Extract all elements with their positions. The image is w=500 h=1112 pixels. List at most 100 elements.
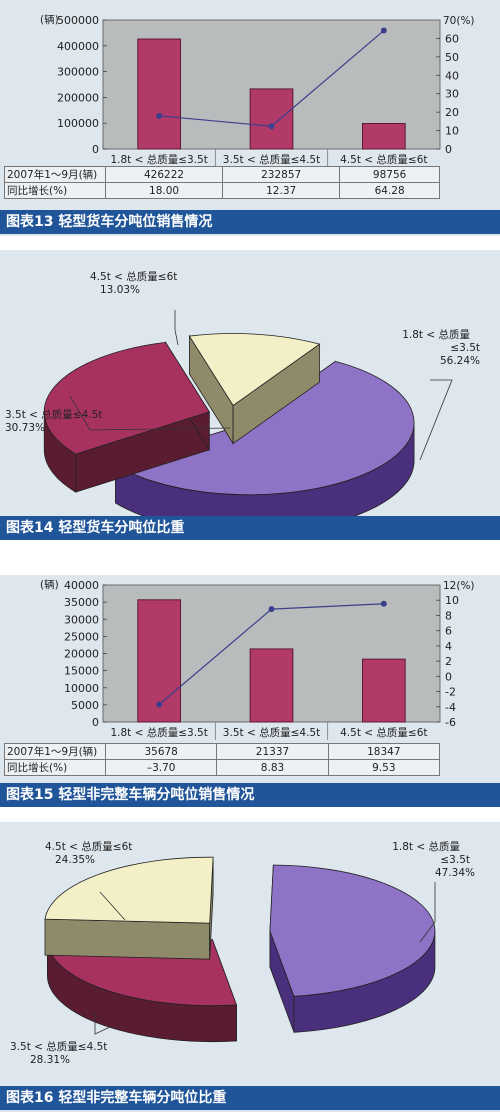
pie-label-percent: 30.73% bbox=[5, 422, 45, 434]
chart13-table: 2007年1～9月(辆) 426222 232857 98756 同比增长(%)… bbox=[4, 166, 440, 199]
table-row: 2007年1～9月(辆) 426222 232857 98756 bbox=[4, 166, 440, 183]
table-cell: 426222 bbox=[104, 166, 224, 183]
y-right-tick-label: 0 bbox=[445, 670, 452, 683]
x-tick-label: 3.5t < 总质量≤4.5t bbox=[223, 153, 320, 166]
table-cell: 9.53 bbox=[327, 759, 441, 776]
pie-label-name: 1.8t < 总质量 bbox=[392, 840, 460, 853]
pie-label-percent: 47.34% bbox=[435, 867, 475, 879]
table-row: 2007年1～9月(辆) 35678 21337 18347 bbox=[4, 743, 441, 760]
y-tick-label: 500000 bbox=[57, 14, 99, 27]
growth-point bbox=[380, 600, 387, 607]
pie-leader-line bbox=[174, 310, 179, 346]
y-right-tick-label: 8 bbox=[445, 609, 452, 622]
pie-label-percent: 24.35% bbox=[55, 854, 95, 866]
x-tick-label: 4.5t < 总质量≤6t bbox=[340, 153, 427, 166]
chart16-caption: 图表16 轻型非完整车辆分吨位比重 bbox=[0, 1086, 500, 1110]
growth-point bbox=[268, 123, 275, 130]
y-right-tick-label: 60 bbox=[445, 32, 459, 45]
y-right-tick-label: 4 bbox=[445, 640, 452, 653]
y-right-tick-label: 10 bbox=[445, 594, 459, 607]
table-row: 同比增长(%) 18.00 12.37 64.28 bbox=[4, 182, 440, 199]
bar bbox=[137, 38, 182, 150]
y-right-tick-label: 6 bbox=[445, 625, 452, 638]
y-right-tick-label: 30 bbox=[445, 88, 459, 101]
pie-leader-line bbox=[94, 1012, 111, 1035]
y-tick-label: 10000 bbox=[64, 682, 99, 695]
y-tick-label: 30000 bbox=[64, 613, 99, 626]
pie-slice bbox=[188, 333, 321, 445]
table-cell: 8.83 bbox=[216, 759, 329, 776]
growth-point bbox=[156, 112, 163, 119]
table-cell: 18347 bbox=[327, 743, 441, 760]
y-right-tick-label: 20 bbox=[445, 106, 459, 119]
y-right-tick-label: 0 bbox=[445, 143, 452, 156]
table-cell: 98756 bbox=[339, 166, 440, 183]
table-cell: –3.70 bbox=[104, 759, 218, 776]
chart14-panel: 1.8t < 总质量 ≤3.5t 56.24% 3.5t < 总质量≤4.5t 30.7… bbox=[0, 250, 500, 540]
pie-slice-top bbox=[44, 856, 214, 924]
chart15-caption: 图表15 轻型非完整车辆分吨位销售情况 bbox=[0, 783, 500, 807]
bar bbox=[361, 123, 406, 150]
pie-leader-line bbox=[69, 395, 231, 431]
chart15-panel: 40000 35000 30000 25000 20000 15000 10000 5000 0… bbox=[0, 575, 500, 807]
y-right-tick-label: 40 bbox=[445, 69, 459, 82]
pie-label-name: 1.8t < 总质量 bbox=[402, 328, 470, 341]
table-cell: 21337 bbox=[216, 743, 329, 760]
pie-slice bbox=[43, 341, 210, 493]
pie-slice-top bbox=[188, 333, 321, 407]
y-right-tick-label: 50 bbox=[445, 51, 459, 64]
y-tick-label: 0 bbox=[92, 716, 99, 729]
y-tick-label: 200000 bbox=[57, 91, 99, 104]
y-tick-label: 35000 bbox=[64, 596, 99, 609]
y-left-unit: (辆) bbox=[40, 13, 59, 26]
table-row-header: 2007年1～9月(辆) bbox=[4, 166, 106, 183]
pie-slice-top bbox=[43, 341, 210, 455]
pie-label-percent: 56.24% bbox=[440, 355, 480, 367]
pie-label-percent: 13.03% bbox=[100, 284, 140, 296]
y-tick-label: 0 bbox=[92, 143, 99, 156]
pie-slice-wall bbox=[44, 918, 211, 960]
y-tick-label: 15000 bbox=[64, 665, 99, 678]
table-cell: 64.28 bbox=[339, 182, 440, 199]
pie-label-name: 3.5t < 总质量≤4.5t bbox=[5, 408, 102, 421]
chart13-svg: 500000 400000 300000 200000 100000 0 70(%) 60 50… bbox=[40, 13, 475, 167]
y-tick-label: 100000 bbox=[57, 117, 99, 130]
table-row-header: 2007年1～9月(辆) bbox=[4, 743, 106, 760]
y-right-unit: 12(%) bbox=[443, 580, 475, 592]
pie-leader-line bbox=[419, 379, 453, 461]
chart16-panel: 1.8t < 总质量 ≤3.5t 47.34% 3.5t < 总质量≤4.5t 28.3… bbox=[0, 822, 500, 1112]
y-tick-label: 20000 bbox=[64, 648, 99, 661]
chart15-svg: 40000 35000 30000 25000 20000 15000 10000 5000 0… bbox=[40, 578, 475, 740]
pie-slice bbox=[269, 864, 436, 1033]
chart14-caption: 图表14 轻型货车分吨位比重 bbox=[0, 516, 500, 540]
table-cell: 232857 bbox=[222, 166, 341, 183]
table-cell: 35678 bbox=[104, 743, 218, 760]
pie-leader-line bbox=[99, 891, 126, 921]
pie-slice-top bbox=[114, 360, 415, 496]
chart13-caption: 图表13 轻型货车分吨位销售情况 bbox=[0, 210, 500, 234]
y-right-tick-label: 2 bbox=[445, 655, 452, 668]
table-row-header: 同比增长(%) bbox=[4, 759, 106, 776]
chart13-panel: 500000 400000 300000 200000 100000 0 70(%) 60 50… bbox=[0, 0, 500, 236]
y-right-tick-label: -2 bbox=[445, 686, 456, 699]
chart15-table: 2007年1～9月(辆) 35678 21337 18347 同比增长(%) –… bbox=[4, 743, 441, 776]
y-tick-label: 40000 bbox=[64, 579, 99, 592]
pie-slice-top bbox=[269, 864, 436, 997]
table-cell: 12.37 bbox=[222, 182, 341, 199]
x-tick-label: 4.5t < 总质量≤6t bbox=[340, 726, 427, 739]
y-right-tick-label: 10 bbox=[445, 125, 459, 138]
pie-label-name: 4.5t < 总质量≤6t bbox=[45, 840, 132, 853]
y-tick-label: 25000 bbox=[64, 630, 99, 643]
pie-leader-line bbox=[419, 882, 436, 943]
x-tick-label: 1.8t < 总质量≤3.5t bbox=[110, 726, 207, 739]
y-left-unit: (辆) bbox=[40, 578, 59, 591]
growth-point bbox=[380, 27, 387, 34]
pie-label-percent: 28.31% bbox=[30, 1054, 70, 1066]
pie-slice bbox=[44, 856, 214, 960]
pie-label-name: 4.5t < 总质量≤6t bbox=[90, 270, 177, 283]
y-tick-label: 5000 bbox=[71, 699, 99, 712]
pie-label-name-line2: ≤3.5t bbox=[450, 342, 480, 354]
y-tick-label: 400000 bbox=[57, 40, 99, 53]
